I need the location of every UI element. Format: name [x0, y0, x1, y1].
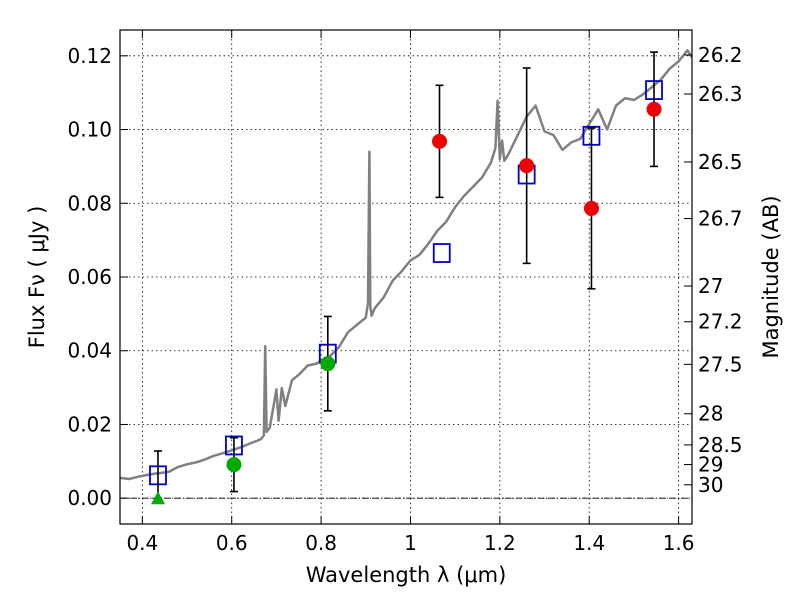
x-axis-label: Wavelength λ (μm): [306, 563, 507, 587]
y2-tick-label: 26.5: [698, 150, 743, 174]
y2-tick-label: 26.2: [698, 43, 743, 67]
y2-axis-label: Magnitude (AB): [759, 195, 783, 358]
y2-tick-label: 26.3: [698, 82, 743, 106]
observed-flux-point: [320, 356, 336, 372]
y2-tick-label: 30: [698, 473, 723, 497]
upper-limit-point: [150, 491, 165, 505]
x-tick-label: 0.4: [126, 531, 158, 555]
y-tick-label: 0.10: [67, 118, 112, 142]
y-axis-label: Flux Fν ( μJy ): [25, 206, 49, 349]
y2-tick-label: 27.5: [698, 352, 743, 376]
x-tick-label: 1.4: [573, 531, 605, 555]
observed-flux-point: [519, 158, 535, 174]
y2-tick-label: 28: [698, 402, 723, 426]
observed-flux-point: [583, 200, 599, 216]
y-tick-label: 0.04: [67, 339, 112, 363]
x-tick-label: 1.6: [663, 531, 695, 555]
y-tick-label: 0.00: [67, 486, 112, 510]
y2-tick-label: 26.7: [698, 207, 743, 231]
y2-tick-label: 29: [698, 453, 723, 477]
x-tick-label: 0.6: [216, 531, 248, 555]
y-tick-label: 0.02: [67, 412, 112, 436]
y2-tick-label: 28.5: [698, 433, 743, 457]
model-photometry-point: [432, 243, 451, 263]
observed-flux-point: [226, 457, 242, 473]
grid: [120, 30, 692, 524]
x-tick-label: 1: [404, 531, 417, 555]
x-tick-label: 0.8: [305, 531, 337, 555]
ticks: 0.4 0.6 0.8 1 1.2 1.4 1.6 0.00 0.02 0.04 0.06 0.08 0…: [67, 30, 743, 555]
y-tick-label: 0.12: [67, 44, 112, 68]
x-tick-label: 1.2: [484, 531, 516, 555]
observed-flux-point: [432, 133, 448, 149]
y2-tick-label: 27: [698, 274, 723, 298]
y-tick-label: 0.08: [67, 191, 112, 215]
y2-tick-label: 27.2: [698, 310, 743, 334]
plot-area: [120, 49, 692, 505]
observed-flux-point: [646, 101, 662, 117]
y-tick-label: 0.06: [67, 265, 112, 289]
spectrum-line: [120, 49, 692, 481]
